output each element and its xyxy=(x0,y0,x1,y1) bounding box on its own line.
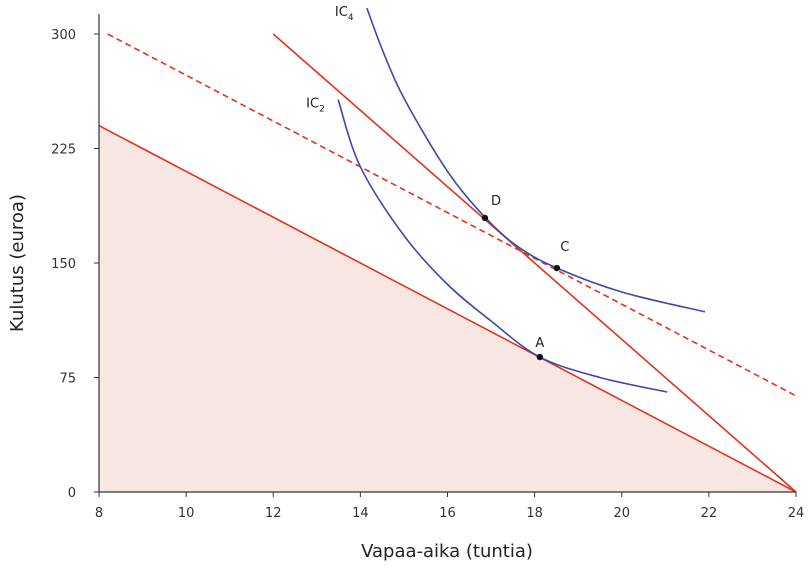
point-D xyxy=(481,214,489,222)
x-tick-label: 22 xyxy=(701,506,718,521)
ic-label: IC4 xyxy=(335,5,354,23)
y-axis-title: Kulutus (euroa) xyxy=(7,194,28,332)
indifference-curve-IC2 xyxy=(337,99,668,393)
x-tick-label: 10 xyxy=(178,506,195,521)
x-tick-label: 12 xyxy=(265,506,282,521)
budget-line-solid xyxy=(272,33,797,493)
y-tick-label: 225 xyxy=(51,143,76,158)
point-A xyxy=(536,353,544,361)
ic-label: IC2 xyxy=(306,97,325,115)
y-tick-label: 75 xyxy=(59,372,76,387)
x-tick-label: 8 xyxy=(95,506,103,521)
point-label-D: D xyxy=(491,194,501,209)
y-tick-label: 0 xyxy=(68,486,76,501)
point-C xyxy=(553,264,561,272)
budget-line-solid xyxy=(98,124,797,493)
x-tick-label: 24 xyxy=(788,506,805,521)
point-label-A: A xyxy=(535,336,544,351)
x-axis-title: Vapaa-aika (tuntia) xyxy=(361,541,533,562)
x-tick-label: 14 xyxy=(352,506,369,521)
y-tick-label: 300 xyxy=(51,28,76,43)
x-tick-label: 20 xyxy=(613,506,630,521)
y-tick-label: 150 xyxy=(51,257,76,272)
x-tick-label: 18 xyxy=(526,506,543,521)
point-label-C: C xyxy=(560,240,569,255)
x-tick-label: 16 xyxy=(439,506,456,521)
